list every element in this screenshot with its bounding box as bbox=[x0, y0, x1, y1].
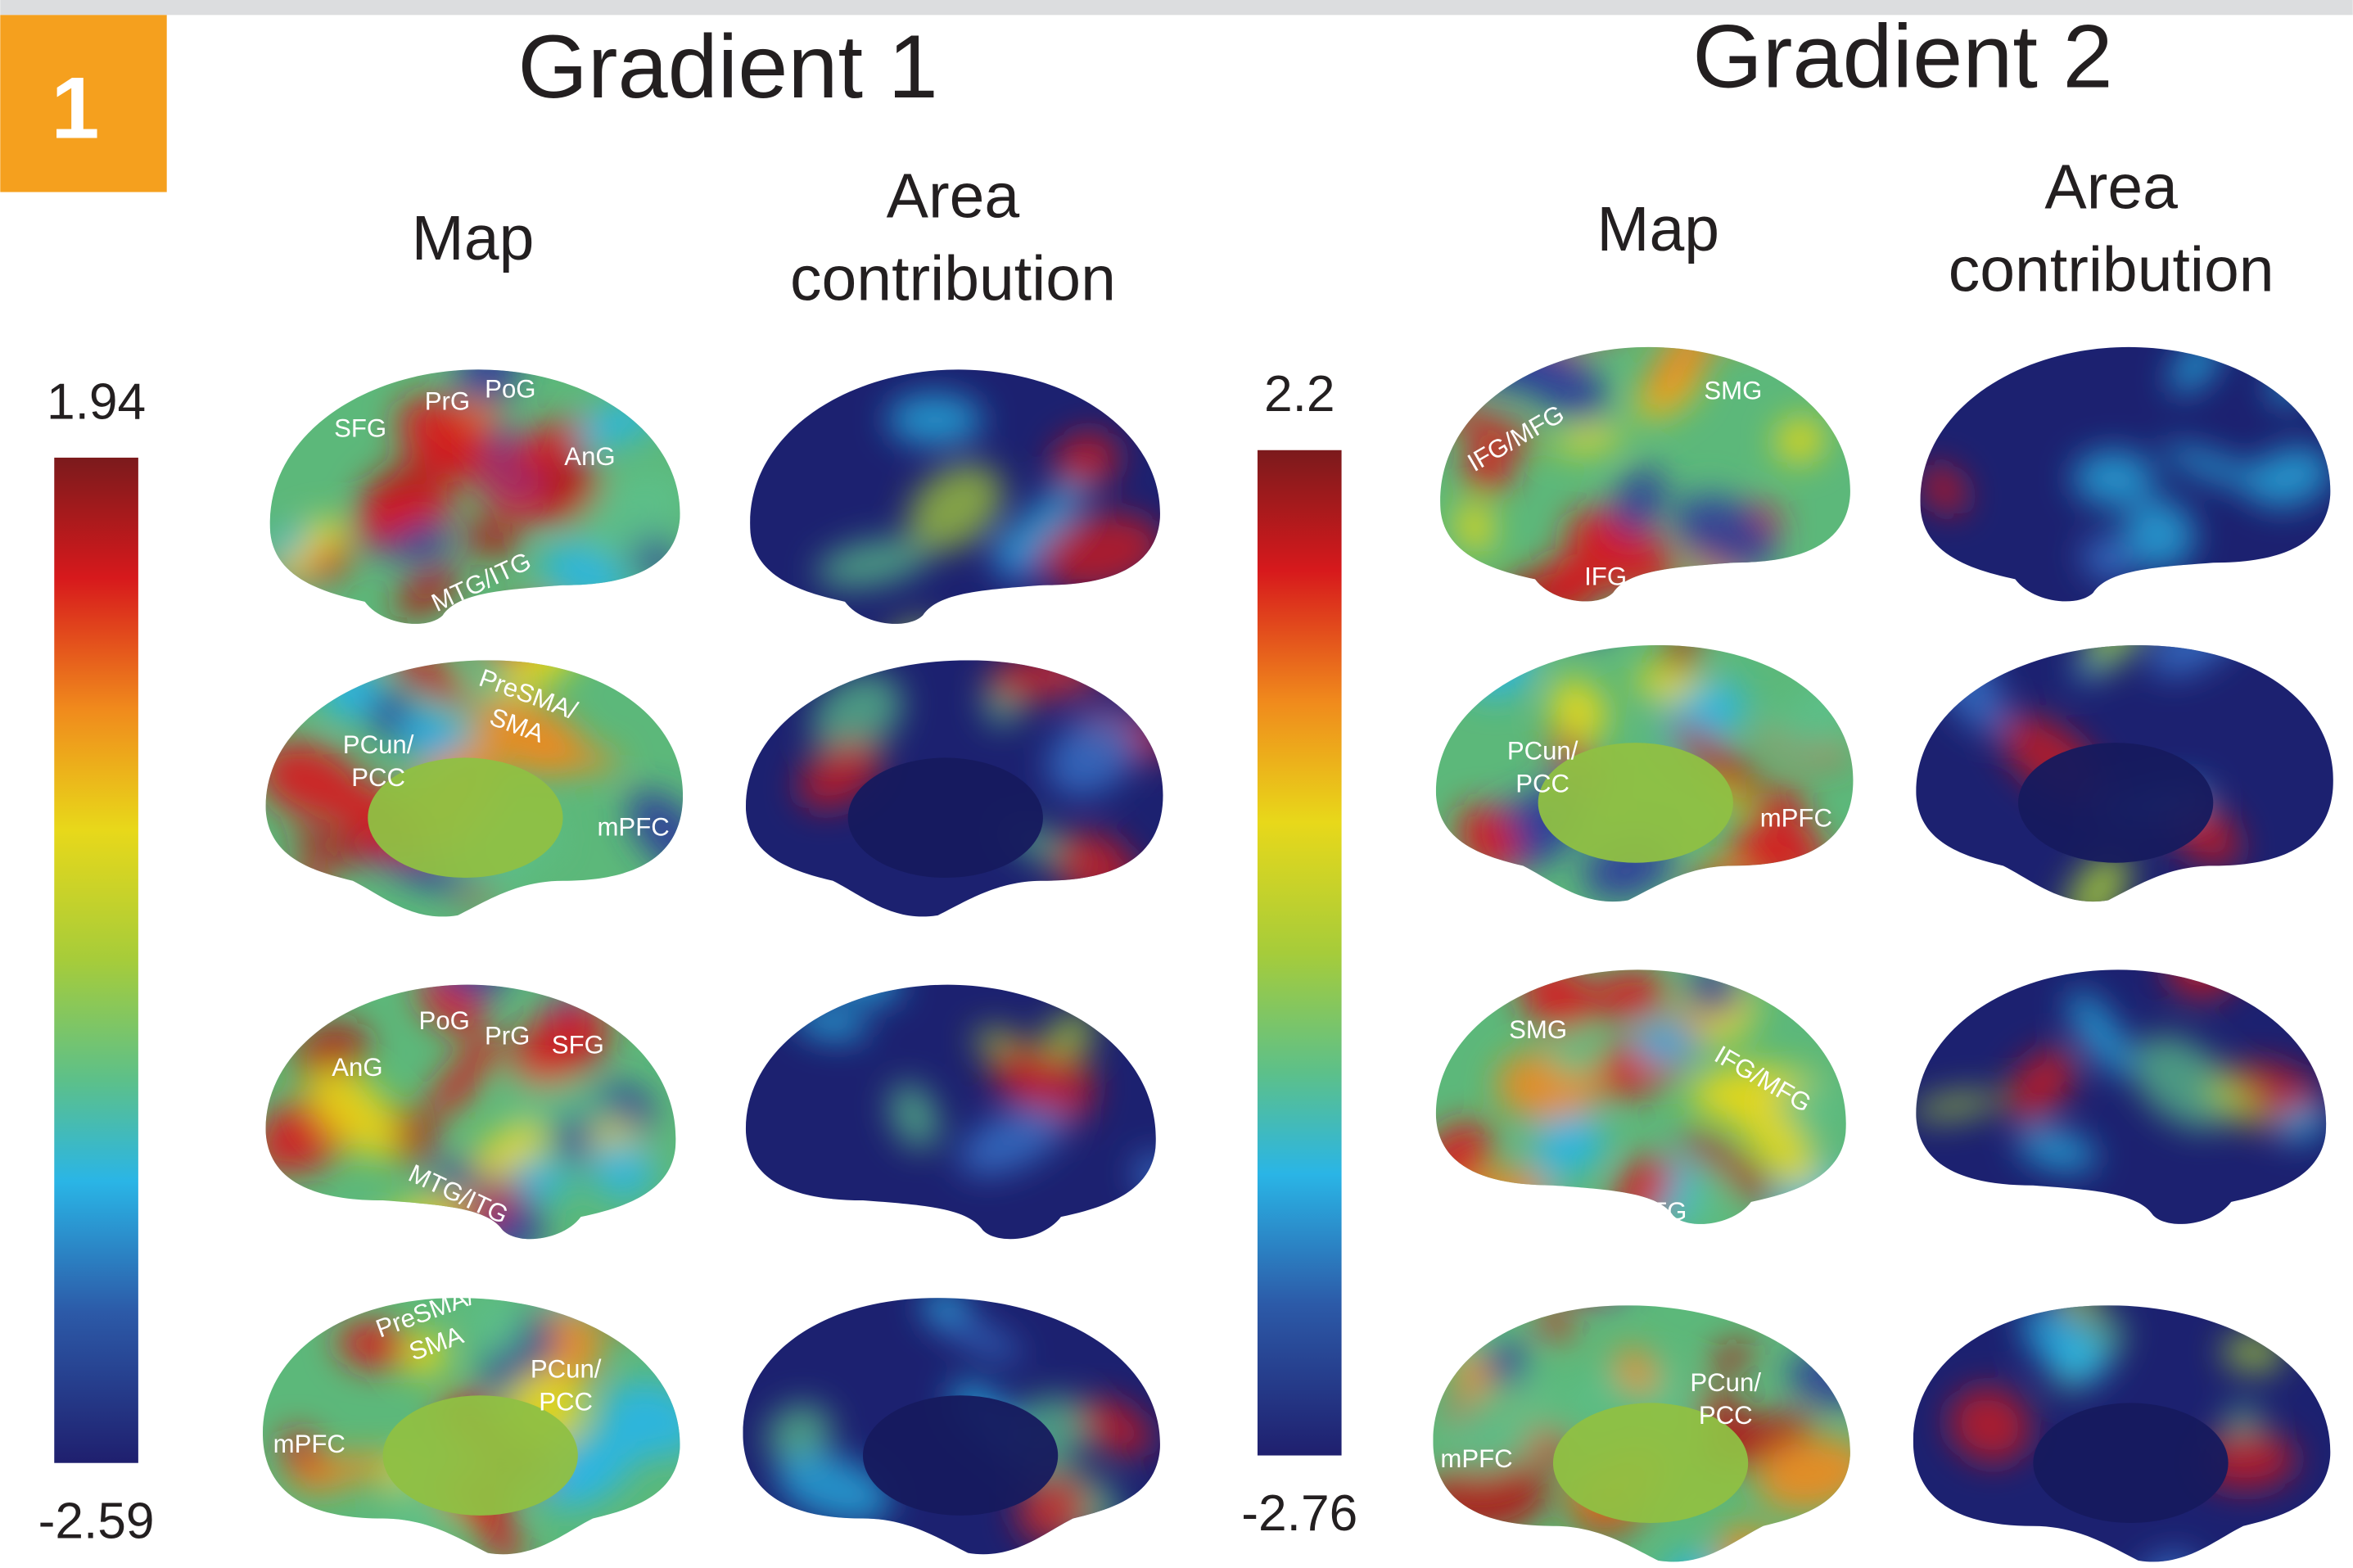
region-label-line: SFG bbox=[552, 1030, 604, 1059]
region-label-line: IFG bbox=[1644, 1197, 1687, 1226]
colorbar bbox=[54, 458, 138, 1463]
figure: 1 Gradient 1 Map Area contribution 1.94 -2.59… bbox=[0, 0, 2353, 1568]
region-label: IFG bbox=[1644, 1197, 1687, 1226]
column-header: Map bbox=[1597, 194, 1719, 264]
region-label: PoG bbox=[485, 375, 535, 404]
brain bbox=[1898, 554, 2348, 942]
region-label: IFG bbox=[1584, 563, 1627, 591]
region-label-line: mPFC bbox=[1440, 1444, 1512, 1473]
brain bbox=[728, 947, 1186, 1268]
colorbar-min: -2.76 bbox=[1241, 1485, 1357, 1542]
brain-wall bbox=[2033, 1403, 2228, 1523]
region-label-line: AnG bbox=[564, 442, 615, 471]
brain bbox=[1898, 1269, 2348, 1568]
column-header: Map bbox=[412, 203, 535, 273]
region-label-line: SFG bbox=[334, 413, 386, 442]
brain bbox=[1418, 1196, 1883, 1568]
gradient-title: Gradient 2 bbox=[1692, 6, 2112, 106]
region-label-line: PCun/ bbox=[1507, 736, 1578, 765]
column-header: contribution bbox=[1949, 235, 2274, 305]
region-label-line: mPFC bbox=[598, 813, 670, 842]
region-label: mPFC bbox=[273, 1430, 345, 1458]
colorbar-max: 2.2 bbox=[1264, 366, 1335, 423]
region-label-line: PCun/ bbox=[531, 1354, 602, 1383]
region-label-line: mPFC bbox=[1760, 804, 1832, 833]
brain bbox=[728, 1276, 1178, 1568]
colorbar bbox=[1258, 450, 1342, 1456]
region-label-line: SMG bbox=[1704, 376, 1762, 404]
brain-wall bbox=[863, 1395, 1058, 1516]
brain-blob bbox=[1680, 863, 1750, 933]
column-header: Area bbox=[2044, 152, 2178, 223]
region-label: mPFC bbox=[598, 813, 670, 842]
brain bbox=[1898, 913, 2348, 1253]
panel-label: 1 bbox=[51, 60, 99, 157]
brain-blob bbox=[273, 1214, 390, 1281]
region-label-line: PCC bbox=[1699, 1401, 1753, 1430]
region-label-line: PCC bbox=[1515, 770, 1569, 798]
brain bbox=[1418, 242, 1868, 632]
brain-blob bbox=[1680, 866, 1790, 954]
region-label: SMG bbox=[1704, 376, 1762, 404]
region-label: PoG bbox=[419, 1006, 470, 1035]
brain-wall bbox=[2018, 743, 2213, 863]
brain-wall bbox=[848, 757, 1043, 878]
region-label-line: PCun/ bbox=[1690, 1368, 1761, 1397]
region-label-line: AnG bbox=[332, 1053, 382, 1082]
region-label: PrG bbox=[485, 1021, 530, 1050]
page: { "panel_label": "1", "gradients": [ { "… bbox=[0, 0, 2353, 1568]
colorbar-min: -2.59 bbox=[38, 1493, 155, 1549]
region-label: PrG bbox=[425, 386, 470, 415]
region-label-line: PrG bbox=[425, 386, 470, 415]
brain bbox=[239, 905, 698, 1281]
region-label-line: IFG bbox=[1584, 563, 1627, 591]
region-label: SMG bbox=[1509, 1015, 1567, 1044]
brain-base bbox=[728, 968, 1178, 1268]
region-label-line: mPFC bbox=[273, 1430, 345, 1458]
brain bbox=[728, 638, 1181, 938]
column-header: contribution bbox=[790, 244, 1116, 314]
gradient-title: Gradient 1 bbox=[517, 16, 937, 117]
brain-blob bbox=[534, 1241, 601, 1308]
region-label: SFG bbox=[334, 413, 386, 442]
region-label-line: PCC bbox=[539, 1388, 593, 1417]
brain-blob bbox=[1720, 298, 1786, 350]
brain-blob bbox=[604, 1299, 657, 1328]
region-label-line: PrG bbox=[485, 1021, 530, 1050]
region-label: mPFC bbox=[1760, 804, 1832, 833]
region-label-line: PCC bbox=[351, 763, 405, 792]
region-label-line: PoG bbox=[419, 1006, 470, 1035]
region-label: SFG bbox=[552, 1030, 604, 1059]
brain-blob bbox=[1520, 1200, 1634, 1314]
region-label-line: SMG bbox=[1509, 1015, 1567, 1044]
brain bbox=[1418, 550, 1868, 954]
region-label-line: PoG bbox=[485, 375, 535, 404]
brain bbox=[246, 540, 725, 938]
brain bbox=[248, 1241, 711, 1568]
colorbar-max: 1.94 bbox=[47, 373, 146, 430]
region-label: mPFC bbox=[1440, 1444, 1512, 1473]
brain bbox=[248, 325, 701, 694]
column-header: Area bbox=[887, 161, 1020, 232]
region-label: AnG bbox=[564, 442, 615, 471]
region-label-line: PCun/ bbox=[343, 730, 414, 759]
region-label: AnG bbox=[332, 1053, 382, 1082]
